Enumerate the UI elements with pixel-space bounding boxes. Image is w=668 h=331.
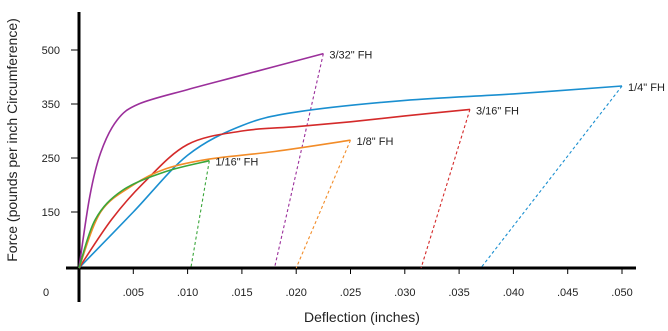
x-axis-title: Deflection (inches) <box>304 309 420 325</box>
x-tick-label: .050 <box>611 287 632 299</box>
series-3-16-fh-unloading-line <box>420 109 471 269</box>
y-tick-label: 350 <box>42 99 60 111</box>
ticks <box>71 49 623 274</box>
x-tick-label: .035 <box>448 287 469 299</box>
series-1-8-fh-unloading-line <box>295 139 352 269</box>
curves <box>78 52 623 269</box>
x-tick-label: .040 <box>503 287 524 299</box>
x-tick-label: .025 <box>340 287 361 299</box>
labels: .005 .010 .015 .020 .025 .030 .035 .040 .045 .050… <box>42 45 665 299</box>
y-axis-title: Force (pounds per inch Circumference) <box>4 18 20 262</box>
series-1-16-fh-unloading-line <box>190 160 210 269</box>
series-1-16-fh-loading-line <box>78 159 210 269</box>
y-tick-label: 250 <box>42 153 60 165</box>
series-3-16-fh-label: 3/16" FH <box>476 105 519 117</box>
series-3-32-fh-unloading-line <box>273 53 324 269</box>
series-1-8-fh-label: 1/8" FH <box>357 136 394 148</box>
y-tick-label: 500 <box>42 45 60 57</box>
series-3-32-fh-loading-line <box>78 52 324 269</box>
x-tick-label: .020 <box>285 287 306 299</box>
series-1-4-fh-label: 1/4" FH <box>628 82 665 94</box>
x-tick-label: .015 <box>231 287 252 299</box>
series-1-4-fh-loading-line <box>78 85 623 269</box>
series-3-16-fh-loading-line <box>78 108 471 269</box>
origin-label: 0 <box>43 287 49 299</box>
series-1-16-fh-label: 1/16" FH <box>215 157 258 169</box>
x-tick-label: .010 <box>177 287 198 299</box>
x-tick-label: .045 <box>557 287 578 299</box>
x-tick-label: .005 <box>123 287 144 299</box>
series-3-32-fh-label: 3/32" FH <box>329 50 372 62</box>
y-tick-label: 150 <box>42 207 60 219</box>
x-tick-label: .030 <box>394 287 415 299</box>
